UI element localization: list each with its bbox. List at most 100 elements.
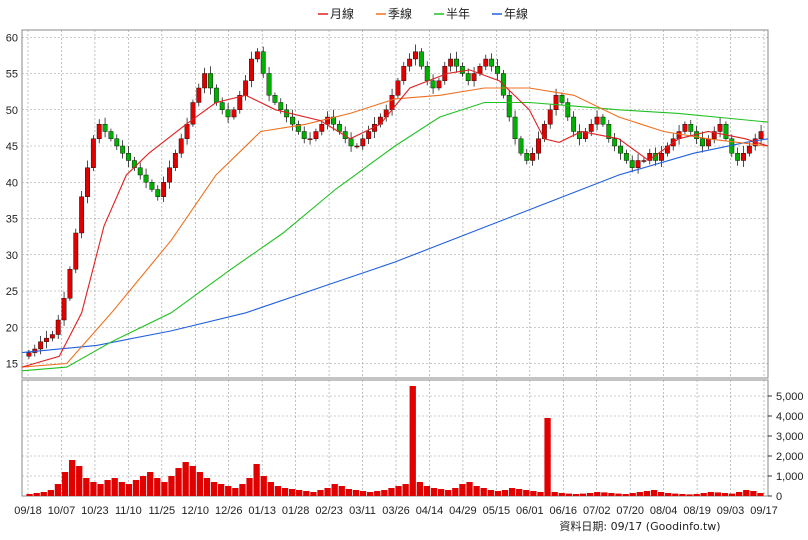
candle-body bbox=[67, 269, 73, 299]
volume-bar bbox=[608, 493, 615, 496]
volume-bar bbox=[260, 476, 267, 496]
candle-body bbox=[618, 145, 623, 154]
candle-body bbox=[266, 73, 272, 96]
volume-bar bbox=[303, 491, 310, 496]
x-tick-label: 06/16 bbox=[550, 505, 578, 517]
candle-body bbox=[213, 87, 219, 103]
candle-body bbox=[313, 131, 319, 139]
candle-body bbox=[688, 124, 694, 132]
candle-body bbox=[301, 131, 307, 139]
volume-bar bbox=[97, 484, 104, 496]
candle-body bbox=[518, 138, 524, 154]
price-tick-label: 40 bbox=[6, 177, 18, 189]
volume-bar bbox=[501, 490, 509, 496]
volume-bar bbox=[586, 493, 594, 496]
x-tick-label: 09/03 bbox=[717, 505, 745, 517]
price-tick-label: 25 bbox=[6, 286, 18, 298]
volume-bar bbox=[381, 490, 388, 496]
volume-bar bbox=[657, 492, 665, 496]
candle-body bbox=[629, 160, 635, 168]
x-tick-label: 07/20 bbox=[616, 505, 644, 517]
volume-bar bbox=[345, 489, 353, 496]
volume-bar bbox=[154, 478, 161, 496]
candle-body bbox=[278, 102, 284, 110]
candle-body bbox=[38, 341, 44, 350]
volume-bar bbox=[473, 486, 480, 496]
volume-bar bbox=[139, 476, 147, 496]
volume-bar bbox=[750, 491, 757, 496]
candle-body bbox=[717, 124, 723, 132]
x-tick-label: 09/18 bbox=[14, 505, 42, 517]
volume-bar bbox=[76, 466, 83, 496]
volume-bar bbox=[452, 488, 459, 496]
candle-body bbox=[530, 153, 536, 161]
legend-label-0: 月線 bbox=[330, 6, 354, 21]
volume-bar bbox=[679, 494, 686, 496]
candle-body bbox=[676, 131, 682, 139]
price-tick-label: 45 bbox=[6, 141, 18, 153]
volume-bar bbox=[175, 468, 182, 496]
candle-body bbox=[465, 73, 471, 81]
price-tick-label: 30 bbox=[6, 250, 18, 262]
candle-body bbox=[243, 80, 249, 96]
candle-body bbox=[641, 160, 647, 162]
volume-bar bbox=[437, 489, 445, 496]
volume-bar bbox=[111, 478, 118, 496]
volume-bar bbox=[480, 488, 487, 496]
candle-body bbox=[459, 66, 465, 74]
candle-body bbox=[155, 189, 161, 197]
volume-bar bbox=[331, 484, 338, 496]
candle-body bbox=[26, 352, 32, 357]
volume-bar bbox=[203, 478, 211, 496]
volume-bar bbox=[686, 494, 693, 496]
volume-bar bbox=[40, 492, 47, 496]
x-tick-label: 12/26 bbox=[215, 505, 243, 517]
volume-bar bbox=[409, 386, 416, 496]
candle-body bbox=[430, 80, 436, 89]
volume-bar bbox=[516, 489, 523, 496]
ma-half-line bbox=[21, 101, 769, 372]
volume-bar bbox=[253, 464, 260, 496]
candle-body bbox=[137, 167, 143, 176]
volume-bar bbox=[225, 486, 232, 496]
candle-body bbox=[55, 319, 61, 335]
volume-bar bbox=[217, 484, 225, 496]
candle-body bbox=[588, 124, 594, 132]
ma-month-line bbox=[21, 69, 769, 368]
volume-bar bbox=[665, 493, 672, 496]
x-tick-label: 11/10 bbox=[115, 505, 142, 517]
volume-bar bbox=[643, 491, 651, 496]
volume-bar bbox=[374, 491, 381, 496]
volume-bar bbox=[558, 493, 565, 496]
candle-body bbox=[506, 95, 512, 118]
volume-bar bbox=[338, 486, 345, 496]
candle-body bbox=[489, 58, 495, 67]
volume-plot-area bbox=[21, 379, 769, 497]
candle-body bbox=[354, 145, 360, 148]
candle-body bbox=[126, 153, 131, 161]
candle-body bbox=[395, 80, 401, 96]
price-tick-label: 60 bbox=[6, 32, 18, 44]
volume-bar bbox=[721, 493, 729, 496]
legend-label-3: 年線 bbox=[504, 6, 528, 21]
candle-body bbox=[413, 51, 418, 60]
candle-body bbox=[612, 138, 618, 147]
volume-bar bbox=[544, 418, 551, 496]
candle-body bbox=[108, 131, 114, 139]
volume-bar bbox=[189, 466, 196, 496]
x-tick-label: 01/28 bbox=[282, 505, 310, 517]
candle-body bbox=[436, 80, 442, 89]
candle-body bbox=[664, 145, 670, 154]
volume-bar bbox=[118, 482, 125, 496]
volume-bar bbox=[636, 492, 643, 496]
candle-body bbox=[383, 109, 389, 118]
candle-body bbox=[225, 109, 231, 118]
legend-label-1: 季線 bbox=[388, 6, 412, 21]
x-tick-label: 11/25 bbox=[148, 505, 175, 517]
volume-bar bbox=[466, 482, 473, 496]
price-tick-label: 15 bbox=[6, 359, 18, 371]
volume-bar bbox=[317, 490, 324, 496]
candle-body bbox=[290, 116, 295, 125]
volume-bar bbox=[104, 480, 111, 496]
